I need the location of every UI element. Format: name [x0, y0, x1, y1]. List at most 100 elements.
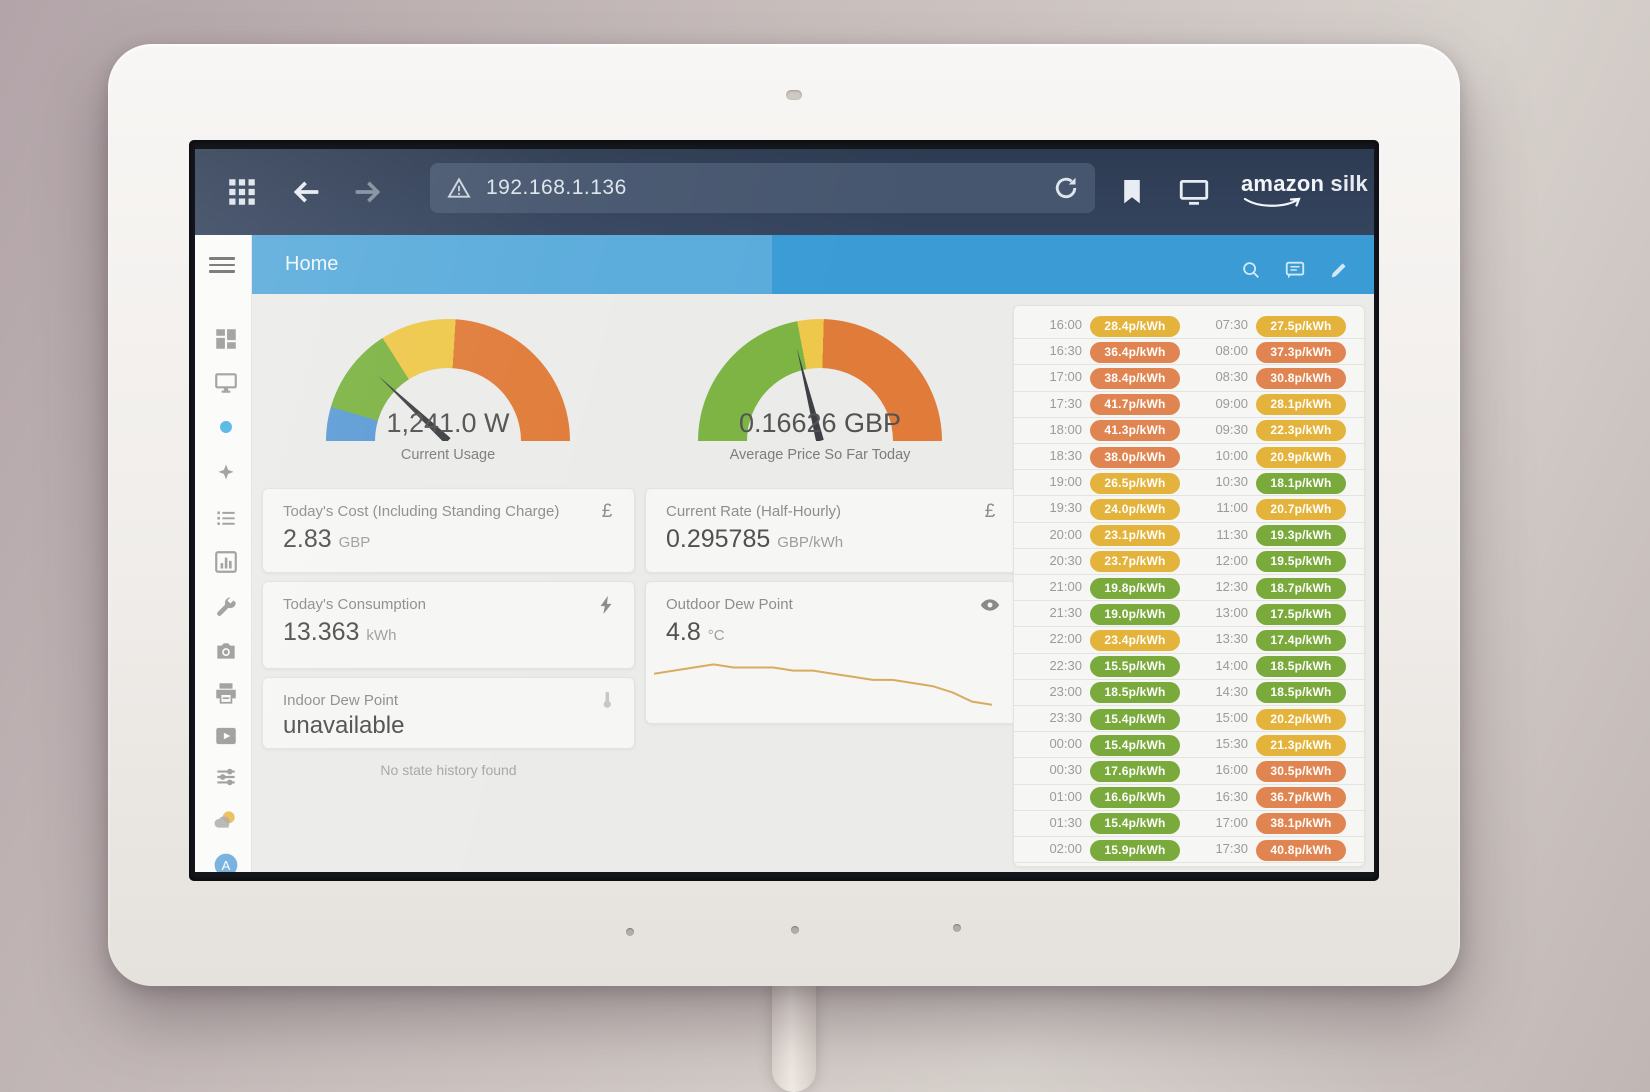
- bezel-dot: [953, 924, 961, 932]
- rate-time: 17:00: [1215, 814, 1248, 830]
- rate-pill-green: 18.5p/kWh: [1256, 656, 1346, 678]
- desktop-mode-icon[interactable]: [1177, 175, 1211, 209]
- sidebar-icon-active-dot[interactable]: [213, 414, 239, 440]
- rate-row: 23:00 18.5p/kWh 14:30 18.5p/kWh: [1014, 680, 1364, 706]
- sidebar-icon-avatar[interactable]: A: [213, 852, 239, 872]
- card-indoor-dew-point[interactable]: Indoor Dew Point unavailable: [262, 677, 635, 749]
- card-title: Today's Consumption: [283, 596, 426, 613]
- rate-time: 15:00: [1215, 710, 1248, 725]
- edit-pencil-icon[interactable]: [1328, 259, 1350, 281]
- sidebar-icon-camera[interactable]: [213, 638, 239, 664]
- rate-pill-orange: 38.1p/kWh: [1256, 813, 1346, 835]
- sidebar-icon-list[interactable]: [213, 505, 239, 531]
- rate-time: 14:00: [1215, 657, 1248, 673]
- url-text[interactable]: 192.168.1.136: [486, 176, 627, 199]
- rate-time: 20:00: [1049, 526, 1082, 542]
- gauge-average-price[interactable]: 0.16626 GBP Average Price So Far Today: [698, 319, 942, 463]
- rate-time: 13:30: [1215, 631, 1248, 647]
- sidebar-icon-view-dashboard[interactable]: [213, 326, 239, 352]
- rate-pill-yellow: 23.1p/kWh: [1090, 525, 1180, 547]
- sidebar-icon-chart-box[interactable]: [213, 549, 239, 575]
- rate-pill-yellow: 27.5p/kWh: [1256, 315, 1346, 337]
- rate-time: 22:30: [1049, 657, 1082, 673]
- header-glare: [252, 235, 772, 294]
- card-title: Today's Cost (Including Standing Charge): [283, 503, 560, 520]
- card-title: Current Rate (Half-Hourly): [666, 503, 842, 520]
- card-outdoor-dew-point[interactable]: Outdoor Dew Point 4.8 °C: [645, 581, 1018, 724]
- rate-time: 18:30: [1049, 448, 1082, 463]
- rate-pill-green: 15.4p/kWh: [1090, 813, 1180, 835]
- sidebar-icon-sparkle[interactable]: [213, 460, 239, 486]
- rate-pill-yellow: 22.3p/kWh: [1256, 420, 1346, 442]
- ha-header: Home: [252, 235, 1374, 294]
- card-value: 13.363 kWh: [283, 618, 397, 646]
- brand-amazon: amazon: [1241, 171, 1325, 196]
- forward-arrow-icon[interactable]: [350, 175, 384, 209]
- gauge-current-usage[interactable]: 1,241.0 W Current Usage: [326, 319, 570, 463]
- sidebar-icon-media[interactable]: [213, 723, 239, 749]
- rate-pill-orange: 38.0p/kWh: [1090, 446, 1180, 468]
- rate-time: 16:30: [1049, 343, 1082, 359]
- rate-time: 16:00: [1215, 762, 1248, 778]
- rate-time: 11:00: [1216, 500, 1248, 516]
- rate-row: 22:00 23.4p/kWh 13:30 17.4p/kWh: [1014, 627, 1364, 654]
- dew-point-sparkline: [654, 663, 992, 706]
- bookmark-icon[interactable]: [1115, 175, 1149, 209]
- rate-time: 16:00: [1049, 317, 1082, 332]
- rate-pill-green: 16.6p/kWh: [1090, 787, 1180, 809]
- currency-gbp-icon: £: [601, 501, 613, 522]
- rate-pill-orange: 38.4p/kWh: [1090, 367, 1180, 389]
- rate-pill-green: 18.5p/kWh: [1256, 682, 1346, 704]
- rate-time: 20:30: [1049, 552, 1082, 568]
- rate-time: 00:00: [1049, 736, 1082, 752]
- rate-time: 22:00: [1049, 631, 1082, 647]
- card-todays-cost[interactable]: Today's Cost (Including Standing Charge)…: [262, 488, 635, 573]
- rate-row: 17:00 38.4p/kWh 08:30 30.8p/kWh: [1014, 365, 1364, 392]
- rate-pill-orange: 40.8p/kWh: [1256, 839, 1346, 861]
- rate-pill-orange: 41.7p/kWh: [1090, 394, 1180, 416]
- eye-icon: [979, 594, 1001, 616]
- tab-home[interactable]: Home: [285, 253, 339, 275]
- thermometer-icon: [596, 690, 618, 712]
- sidebar-icon-printer[interactable]: [213, 680, 239, 706]
- menu-hamburger-icon[interactable]: [209, 257, 235, 273]
- sidebar-icon-tune[interactable]: [213, 764, 239, 790]
- card-current-rate[interactable]: Current Rate (Half-Hourly) 0.295785 GBP/…: [645, 488, 1018, 573]
- rate-time: 21:30: [1049, 605, 1082, 621]
- rate-row: 17:30 41.7p/kWh 09:00 28.1p/kWh: [1014, 392, 1364, 418]
- rate-pill-green: 19.0p/kWh: [1090, 603, 1180, 625]
- ha-sidebar: A: [195, 235, 252, 872]
- rate-time: 07:30: [1215, 317, 1248, 332]
- rate-pill-yellow: 20.9p/kWh: [1256, 446, 1346, 468]
- sidebar-icon-weather[interactable]: [213, 807, 239, 833]
- rate-time: 08:30: [1215, 369, 1248, 385]
- apps-grid-icon[interactable]: [225, 175, 259, 209]
- rate-time: 11:30: [1216, 526, 1248, 542]
- sidebar-icon-wrench[interactable]: [213, 596, 239, 622]
- comment-icon[interactable]: [1284, 259, 1306, 281]
- back-arrow-icon[interactable]: [290, 175, 324, 209]
- rate-pill-orange: 36.4p/kWh: [1090, 341, 1180, 363]
- sidebar-icon-monitor[interactable]: [213, 370, 239, 396]
- security-warning-icon[interactable]: [446, 175, 472, 201]
- card-todays-consumption[interactable]: Today's Consumption 13.363 kWh: [262, 581, 635, 669]
- rate-row: 01:30 15.4p/kWh 17:00 38.1p/kWh: [1014, 811, 1364, 837]
- gauge-label: Current Usage: [400, 447, 496, 463]
- rate-time: 17:00: [1049, 369, 1082, 385]
- search-icon[interactable]: [1240, 259, 1262, 281]
- rate-row: 23:30 15.4p/kWh 15:00 20.2p/kWh: [1014, 706, 1364, 733]
- rate-time: 17:30: [1049, 395, 1082, 411]
- card-unit: °C: [707, 627, 725, 644]
- rate-pill-green: 19.5p/kWh: [1256, 551, 1346, 573]
- screen: 192.168.1.136 amazon silk A: [195, 149, 1374, 872]
- refresh-icon[interactable]: [1051, 173, 1081, 203]
- rate-time: 17:30: [1215, 841, 1248, 856]
- rate-time: 10:30: [1215, 474, 1248, 490]
- gauge-value: 1,241.0 W: [386, 408, 510, 438]
- rate-time: 12:00: [1215, 552, 1248, 568]
- rate-row: 02:00 15.9p/kWh 17:30 40.8p/kWh: [1014, 837, 1364, 864]
- card-value: unavailable: [283, 712, 405, 739]
- rate-row: 22:30 15.5p/kWh 14:00 18.5p/kWh: [1014, 654, 1364, 680]
- address-bar[interactable]: 192.168.1.136: [430, 163, 1095, 213]
